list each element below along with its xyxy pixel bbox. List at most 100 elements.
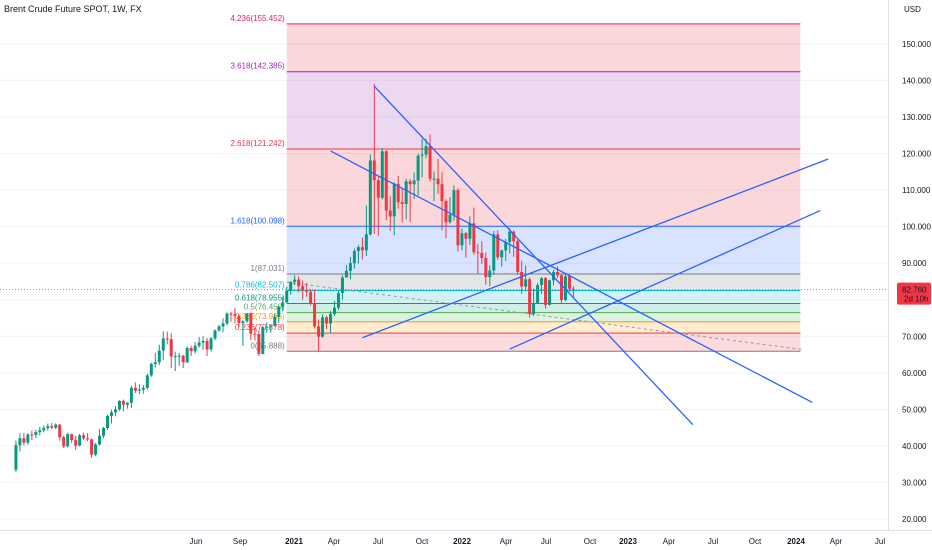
candle-body [113, 409, 117, 413]
candle-body [117, 400, 121, 410]
candle-body [229, 313, 233, 315]
candle-body [265, 326, 269, 328]
candle-body [500, 250, 504, 258]
candle-body [396, 183, 400, 203]
candle-body [213, 330, 217, 339]
title-separator-2: , [125, 4, 131, 14]
candle-body [273, 316, 277, 326]
candle-body [305, 289, 309, 292]
candle-body [137, 389, 141, 391]
candle-body [201, 341, 205, 343]
candle-body [70, 434, 74, 441]
time-tick-label: 2023 [619, 537, 637, 546]
candle-body [193, 345, 197, 352]
candle-body [313, 303, 317, 327]
candle-body [340, 277, 344, 294]
candle-body [428, 146, 432, 179]
candle-body [14, 445, 18, 470]
candle-body [301, 286, 305, 290]
time-tick-label: Jun [190, 537, 203, 546]
candle-body [321, 317, 325, 337]
candle-body [524, 279, 528, 287]
candle-body [209, 338, 213, 350]
fib-level-label: 0.236(70.878) [235, 323, 285, 332]
time-tick-label: Apr [500, 537, 513, 546]
fib-level-label: 1.618(100.098) [230, 216, 285, 225]
candle-body [165, 338, 169, 340]
candle-body [177, 355, 181, 357]
candle-body [181, 355, 185, 363]
candle-body [46, 426, 50, 429]
time-tick-label: 2022 [453, 537, 471, 546]
candle-body [253, 333, 257, 335]
fib-level-label: 0.618(78.955) [235, 294, 285, 303]
candle-body [269, 325, 273, 327]
time-tick-label: Apr [830, 537, 843, 546]
candle-body [78, 435, 82, 446]
candle-body [185, 347, 189, 363]
candle-body [376, 180, 380, 198]
title-separator-1: , [107, 4, 113, 14]
fib-level-label: 0(65.888) [250, 341, 285, 350]
fib-level-label: 0.382(73.965) [235, 312, 285, 321]
fib-level-label: 0.5(76.459) [244, 303, 285, 312]
candle-body [372, 160, 376, 181]
candle-body [325, 317, 329, 324]
candle-body [133, 387, 137, 391]
trendline[interactable] [509, 209, 821, 350]
candle-body [58, 424, 62, 438]
candle-body [125, 402, 129, 405]
candle-body [18, 438, 22, 446]
candle-body [384, 151, 388, 211]
candle-body [261, 327, 265, 354]
price-tick-label: 70.000 [902, 332, 927, 341]
candle-body [329, 313, 333, 324]
candle-body [285, 290, 289, 303]
candle-body [352, 251, 356, 264]
candle-body [412, 180, 416, 185]
trendline[interactable] [362, 158, 829, 339]
trendline[interactable] [330, 150, 813, 404]
fib-level-label: 1(87.031) [250, 264, 285, 273]
time-tick-label: 2021 [285, 537, 303, 546]
candle-body [528, 279, 532, 314]
candle-body [464, 233, 468, 239]
candle-body [22, 438, 26, 443]
fib-band [286, 321, 801, 334]
candle-body [508, 231, 512, 242]
candle-body [106, 415, 110, 429]
candle-body [424, 146, 428, 155]
currency-label: USD [904, 5, 921, 14]
price-tick-label: 120.000 [902, 150, 931, 159]
candle-body [141, 387, 145, 390]
candle-body [169, 339, 173, 357]
candle-body [62, 437, 66, 447]
candle-body [416, 155, 420, 181]
fib-band [286, 148, 801, 227]
candle-body [559, 275, 563, 301]
candle-body [504, 241, 508, 251]
candle-body [548, 280, 552, 305]
candle-body [145, 375, 149, 388]
candle-body [54, 424, 58, 428]
interval-label[interactable]: 1W [112, 4, 126, 14]
candle-body [344, 270, 348, 278]
candle-body [241, 321, 245, 324]
candle-body [205, 341, 209, 350]
candle-body [257, 334, 261, 354]
candle-body [392, 183, 396, 217]
candle-body [436, 178, 440, 185]
candle-body [277, 306, 281, 317]
price-tick-label: 130.000 [902, 113, 931, 122]
candle-body [74, 440, 78, 446]
fib-band [286, 333, 801, 352]
price-tick-label: 50.000 [902, 405, 927, 414]
candle-body [34, 432, 38, 435]
candle-body [452, 190, 456, 215]
candle-body [356, 247, 360, 252]
price-tick-label: 60.000 [902, 369, 927, 378]
trendline[interactable] [373, 85, 694, 426]
candle-body [86, 438, 90, 440]
price-tick-label: 20.000 [902, 515, 927, 524]
